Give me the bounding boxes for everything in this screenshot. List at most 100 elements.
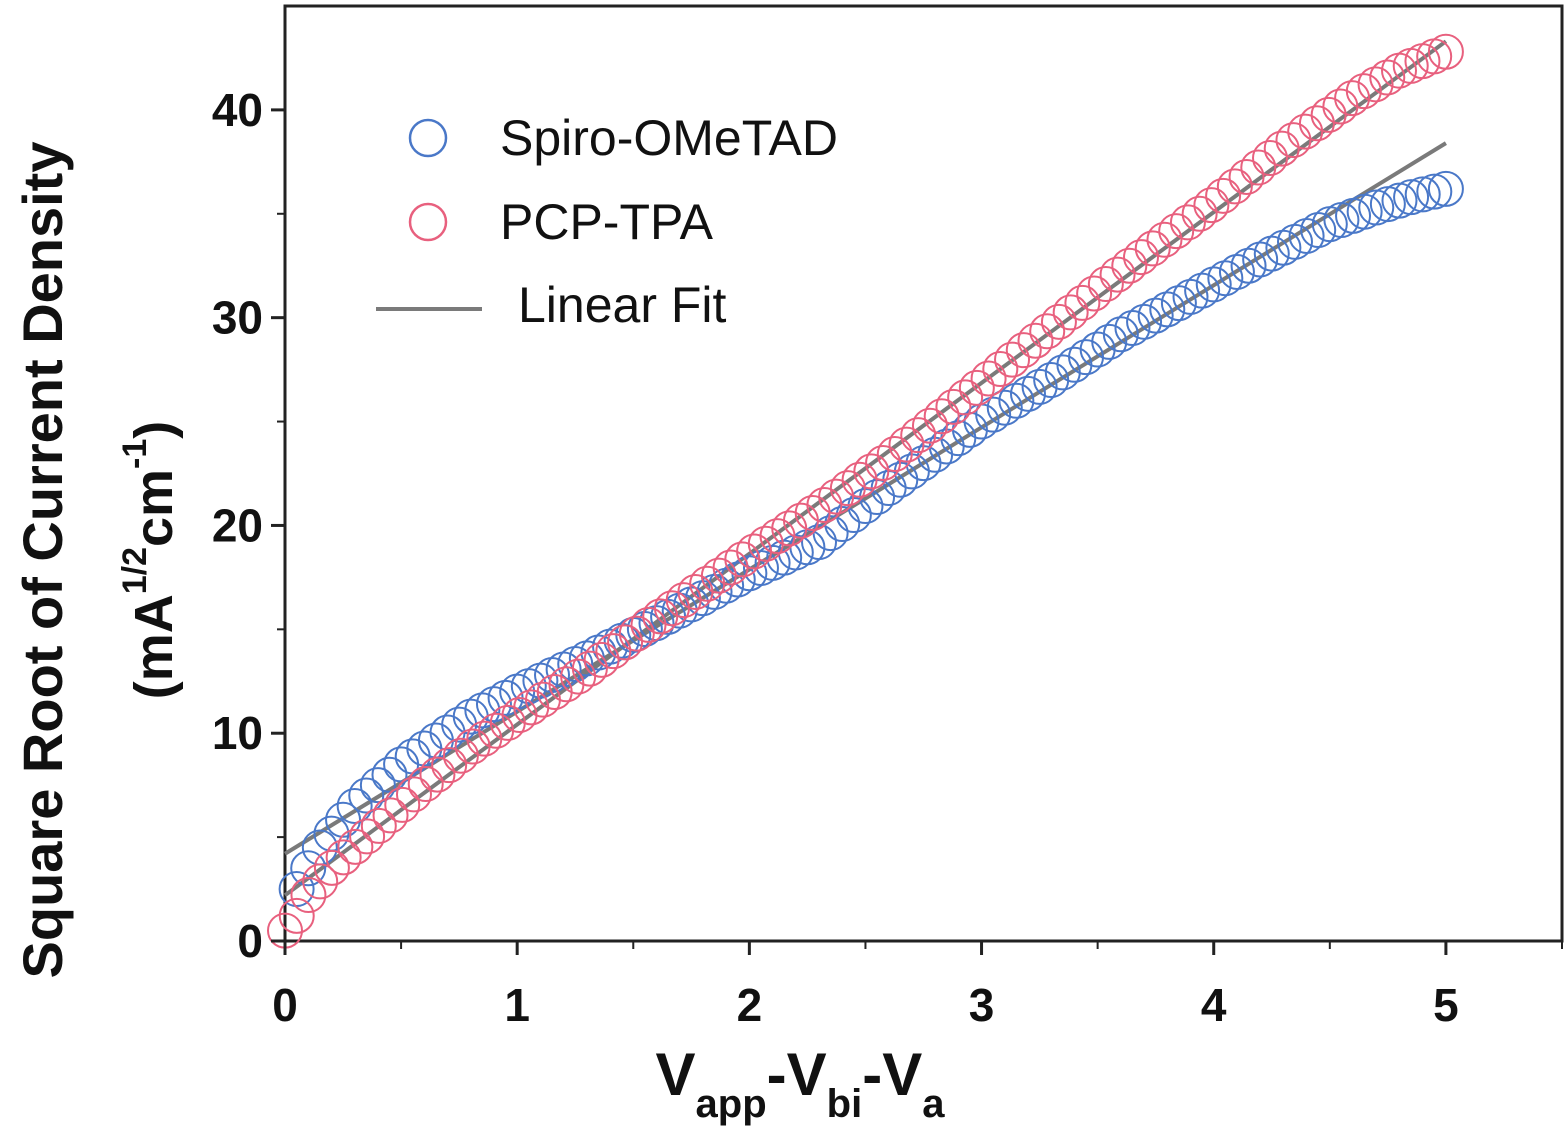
- data-point: [475, 686, 512, 723]
- data-point: [982, 351, 1019, 388]
- x-title-sub-2: a: [922, 1082, 945, 1126]
- y-axis-title: Square Root of Current Density (mA1/2cm-…: [11, 142, 184, 979]
- data-point: [1230, 247, 1267, 284]
- data-point: [301, 829, 338, 866]
- data-point: [1087, 266, 1124, 303]
- data-point: [336, 787, 373, 824]
- series-spiro-ometad: [278, 170, 1464, 908]
- data-point: [994, 341, 1031, 378]
- legend-label-spiro: Spiro-OMeTAD: [500, 110, 838, 166]
- data-point: [1169, 204, 1206, 241]
- data-point: [1017, 322, 1054, 359]
- data-point: [1146, 221, 1183, 258]
- linear-fit-line: [283, 141, 1447, 856]
- data-point: [1205, 177, 1242, 214]
- x-title-part-1: -V: [767, 1041, 827, 1108]
- data-point: [970, 360, 1007, 397]
- y-title-sup1: 1/2: [116, 547, 154, 594]
- data-point: [1076, 275, 1113, 312]
- x-axis-title: Vapp-Vbi-Va: [656, 1041, 946, 1126]
- data-point: [1193, 187, 1230, 224]
- data-point: [464, 692, 501, 729]
- data-point: [1102, 316, 1139, 353]
- y-title-line1: Square Root of Current Density: [11, 142, 74, 979]
- data-point: [372, 797, 409, 834]
- data-point: [395, 776, 432, 813]
- data-point: [1172, 278, 1209, 315]
- data-point: [1369, 186, 1406, 223]
- data-point: [1216, 168, 1253, 205]
- data-point: [935, 388, 972, 425]
- tick-labels: 0 1 2 3 4 5 0 10 20 30 40: [212, 84, 1459, 1031]
- data-point: [348, 777, 385, 814]
- data-point: [1427, 33, 1464, 70]
- x-tick-label: 2: [737, 979, 763, 1031]
- data-point: [1263, 130, 1300, 167]
- data-point: [1091, 323, 1128, 360]
- data-point: [998, 382, 1035, 419]
- data-point: [384, 786, 421, 823]
- data-point: [958, 369, 995, 406]
- x-tick-label: 3: [969, 979, 995, 1031]
- data-point: [1416, 173, 1453, 210]
- data-point: [1404, 176, 1441, 213]
- data-point: [1393, 179, 1430, 216]
- data-point: [900, 417, 937, 454]
- data-point: [1114, 310, 1151, 347]
- data-point: [325, 839, 362, 876]
- data-point: [986, 389, 1023, 426]
- y-title-mid: cm: [124, 469, 184, 547]
- data-point: [801, 524, 838, 561]
- x-title-sub-0: app: [696, 1082, 767, 1126]
- data-point: [1052, 294, 1089, 331]
- data-point: [1427, 170, 1464, 207]
- data-point: [1111, 247, 1148, 284]
- data-point: [1009, 375, 1046, 412]
- data-point: [1207, 260, 1244, 297]
- data-point: [719, 561, 756, 598]
- data-point: [417, 722, 454, 759]
- y-title-sup2: -1: [116, 439, 154, 469]
- data-point: [383, 746, 420, 783]
- y-title-prefix: (mA: [124, 594, 184, 699]
- data-point: [911, 407, 948, 444]
- data-point: [1021, 368, 1058, 405]
- legend-marker-spiro: [408, 118, 448, 158]
- axis-ticks: [271, 108, 1563, 955]
- y-tick-label: 20: [212, 499, 263, 551]
- data-point: [1228, 158, 1265, 195]
- data-point: [1369, 59, 1406, 96]
- series-pcp-tpa: [267, 33, 1464, 949]
- data-point: [406, 730, 443, 767]
- data-point: [359, 767, 396, 804]
- data-point: [290, 850, 327, 887]
- data-point: [290, 877, 327, 914]
- data-point: [876, 436, 913, 473]
- data-point: [1099, 256, 1136, 293]
- x-tick-label: 4: [1201, 979, 1227, 1031]
- plot-frame: [283, 4, 1564, 943]
- data-point: [853, 453, 890, 490]
- data-point: [442, 737, 479, 774]
- data-point: [1149, 291, 1186, 328]
- legend-marker-pcp: [408, 202, 448, 242]
- data-point: [888, 426, 925, 463]
- fit-lines: [283, 39, 1448, 897]
- y-title-line2: (mA1/2cm-1): [116, 421, 184, 700]
- data-series: [267, 33, 1464, 949]
- data-point: [302, 863, 339, 900]
- data-point: [337, 828, 374, 865]
- data-point: [865, 444, 902, 481]
- data-point: [1181, 195, 1218, 232]
- data-point: [349, 818, 386, 855]
- data-point: [360, 807, 397, 844]
- data-point: [595, 633, 632, 670]
- data-point: [431, 747, 468, 784]
- data-point: [771, 510, 808, 547]
- data-point: [1029, 313, 1066, 350]
- legend-label-pcp: PCP-TPA: [500, 194, 714, 250]
- data-point: [607, 624, 644, 661]
- data-point: [1134, 230, 1171, 267]
- data-point: [419, 756, 456, 793]
